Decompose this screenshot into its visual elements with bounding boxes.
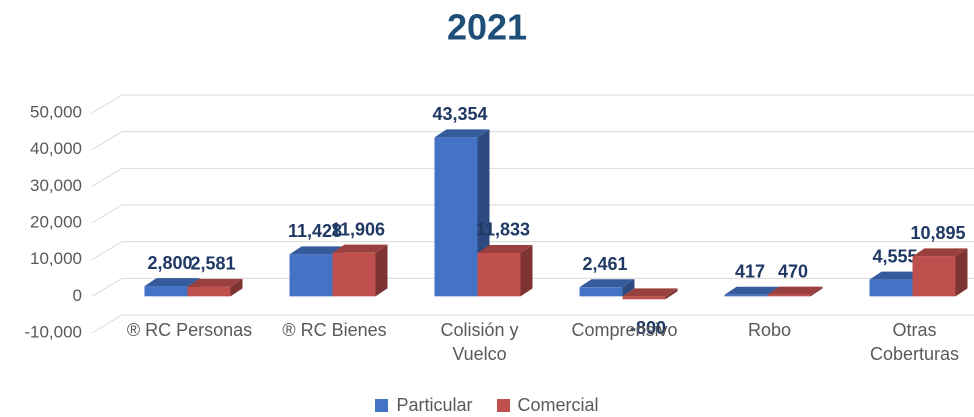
legend-swatch: [375, 399, 389, 412]
bar: [289, 254, 333, 297]
data-label: 10,895: [910, 223, 965, 243]
bar: [724, 294, 768, 297]
y-tick-label: 50,000: [30, 102, 82, 121]
grid-line: [91, 277, 974, 297]
bar-top: [332, 244, 388, 253]
bar-top: [724, 286, 780, 295]
x-tick-label: ® RC Personas: [126, 320, 253, 340]
grid-line: [91, 167, 974, 187]
bar-side: [230, 278, 243, 297]
bar-top: [289, 246, 345, 255]
bar: [144, 286, 188, 297]
grid-line: [91, 241, 974, 261]
bar-top: [434, 129, 490, 138]
grid-line: [91, 314, 974, 334]
bar: [434, 137, 478, 297]
bar: [579, 287, 623, 297]
bar: [477, 252, 521, 297]
bar-top: [144, 278, 200, 287]
data-label: 2,461: [582, 254, 627, 274]
legend-label: Comercial: [517, 395, 599, 415]
data-label: 4,555: [872, 246, 917, 266]
data-label: -800: [630, 318, 666, 338]
y-tick-label: 10,000: [30, 249, 82, 268]
grid-line: [91, 94, 974, 114]
data-label: 417: [735, 262, 765, 282]
x-tick-label: ® RC Bienes: [282, 320, 387, 340]
bar: [332, 252, 376, 297]
bar-side: [955, 248, 968, 297]
bar-top: [477, 244, 533, 253]
bar-top: [579, 279, 635, 288]
bar: [622, 296, 666, 300]
data-label: 11,906: [331, 219, 385, 239]
y-tick-label: 30,000: [30, 176, 82, 195]
data-label: 43,354: [432, 104, 487, 124]
grid-line: [91, 204, 974, 224]
chart-title: 2021: [447, 7, 527, 48]
bar-top: [622, 288, 678, 297]
legend: Particular Comercial: [0, 395, 974, 417]
bar-side: [520, 244, 533, 297]
legend-swatch: [496, 399, 510, 412]
x-tick-label: Comprensivo: [571, 320, 678, 340]
y-tick-label: -10,000: [24, 322, 82, 341]
y-tick-label: 0: [73, 286, 82, 305]
bar-top: [869, 271, 925, 280]
bar-side: [375, 244, 388, 297]
bar-top: [767, 286, 823, 295]
bar-top: [187, 278, 243, 287]
y-tick-label: 20,000: [30, 212, 82, 231]
data-label: 11,833: [476, 220, 530, 240]
x-tick-label: Otras Coberturas: [869, 320, 960, 364]
y-tick-label: 40,000: [30, 139, 82, 158]
bar-side: [810, 286, 823, 297]
data-label: 2,800: [147, 253, 192, 273]
bar: [187, 286, 231, 297]
legend-item: Comercial: [496, 395, 599, 416]
bar: [912, 256, 956, 297]
legend-item: Particular: [375, 395, 473, 416]
data-label: 470: [778, 261, 808, 281]
grid-line: [91, 131, 974, 151]
data-label: 2,581: [190, 254, 235, 274]
legend-label: Particular: [396, 395, 473, 415]
x-tick-label: Robo: [747, 320, 792, 340]
bar-side: [622, 279, 635, 297]
bar: [767, 294, 811, 297]
bar-top: [912, 248, 968, 257]
bar-side: [665, 288, 678, 300]
bar: [869, 279, 913, 297]
data-label: 11,428: [288, 221, 342, 241]
x-tick-label: Colisión y Vuelco: [440, 320, 519, 364]
